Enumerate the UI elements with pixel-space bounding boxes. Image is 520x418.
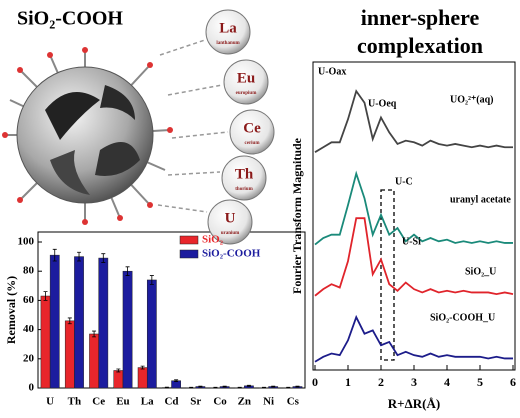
error-bar	[213, 386, 218, 389]
y-axis-label: Removal (%)	[4, 276, 18, 344]
error-bar	[43, 291, 48, 301]
element-ball	[229, 109, 275, 155]
x-tick-label: Co	[213, 396, 227, 408]
error-bar	[174, 379, 179, 382]
x-tick-label: Eu	[116, 396, 129, 408]
error-bar	[261, 386, 266, 389]
error-bar	[295, 385, 300, 388]
x-tick-label: 2	[378, 375, 384, 389]
x-tick-label: La	[141, 396, 154, 408]
error-bar	[77, 251, 82, 262]
element-ball	[223, 59, 269, 105]
annotation: U-Oax	[318, 66, 346, 77]
element-symbol: U	[225, 210, 236, 226]
curve-label: SiO₂-COOH_U	[430, 312, 495, 323]
x-tick-label: 6	[510, 375, 516, 389]
error-bar	[149, 275, 154, 285]
exafs-frame	[312, 61, 516, 371]
curve-label: SiO₂_U	[465, 266, 496, 277]
error-bar	[164, 386, 169, 389]
y-tick-label: 0	[29, 382, 35, 394]
y-axis-label: Fourier Transform Magnitude	[290, 137, 304, 294]
bar	[98, 257, 109, 389]
error-bar	[222, 385, 227, 388]
bar	[40, 295, 51, 389]
x-tick-label: Cd	[164, 396, 178, 408]
legend-label: SiO₂-COOH	[202, 248, 261, 260]
element-name: cerium	[245, 141, 261, 146]
highlight-box	[380, 189, 395, 361]
heading: complexation	[357, 33, 483, 58]
curve-label: uranyl acetate	[450, 194, 511, 205]
legend-swatch	[179, 249, 199, 259]
error-bar	[92, 330, 97, 338]
y-tick-label: 80	[23, 265, 35, 277]
element-ball	[205, 9, 251, 55]
x-tick-label: 0	[312, 375, 318, 389]
x-axis-label: R+ΔR(Å)	[388, 396, 440, 411]
error-bar	[237, 386, 242, 389]
error-bar	[140, 365, 145, 370]
bar	[89, 333, 99, 389]
error-bar	[189, 386, 194, 389]
material-title: SiO₂-COOH	[17, 8, 123, 30]
element-symbol: La	[219, 20, 237, 36]
error-bar	[125, 266, 130, 276]
x-tick-label: 3	[411, 375, 417, 389]
element-name: lanthanum	[216, 41, 240, 46]
sphere-illustration	[2, 39, 229, 225]
x-tick-label: Th	[68, 396, 81, 408]
x-tick-label: 5	[477, 375, 483, 389]
y-tick-label: 20	[23, 352, 35, 364]
bar	[64, 320, 75, 389]
x-tick-label: Zn	[238, 396, 251, 408]
y-tick-label: 100	[18, 236, 35, 248]
x-tick-label: Sr	[190, 396, 201, 408]
x-tick-label: 1	[345, 375, 351, 389]
heading: inner-sphere	[361, 5, 480, 30]
curve	[314, 89, 513, 153]
x-tick-label: Cs	[287, 396, 300, 408]
x-tick-label: Ce	[92, 396, 105, 408]
bar	[137, 367, 148, 389]
element-ball	[207, 199, 253, 245]
error-bar	[286, 386, 291, 389]
element-name: uranium	[221, 231, 240, 236]
error-bar	[67, 317, 72, 325]
element-symbol: Ce	[243, 120, 261, 136]
bar	[113, 370, 124, 389]
element-name: thorium	[235, 187, 253, 192]
error-bar	[246, 384, 251, 387]
annotation: U-Si	[402, 236, 421, 247]
error-bar	[116, 368, 121, 373]
annotation: U-Oeq	[368, 98, 397, 109]
bar	[146, 279, 157, 389]
bar	[49, 254, 60, 389]
x-tick-label: Ni	[263, 396, 274, 408]
error-bar	[52, 248, 57, 262]
bar	[122, 270, 133, 389]
y-tick-label: 40	[23, 323, 35, 335]
bar	[74, 256, 84, 389]
error-bar	[101, 253, 106, 263]
annotation: U-C	[395, 176, 413, 187]
element-name: europium	[236, 91, 258, 96]
element-symbol: Eu	[237, 70, 255, 86]
curve	[314, 217, 514, 297]
element-symbol: Th	[235, 166, 254, 182]
x-tick-label: 4	[444, 375, 450, 389]
y-tick-label: 60	[23, 294, 35, 306]
x-tick-label: U	[46, 396, 54, 408]
curve	[314, 314, 513, 363]
curve	[314, 170, 513, 246]
error-bar	[271, 385, 276, 388]
error-bar	[198, 385, 203, 388]
curve-label: UO₂²⁺(aq)	[450, 94, 494, 105]
legend-label: SiO₂	[202, 234, 224, 246]
legend-swatch	[179, 235, 199, 245]
element-ball	[221, 155, 267, 201]
